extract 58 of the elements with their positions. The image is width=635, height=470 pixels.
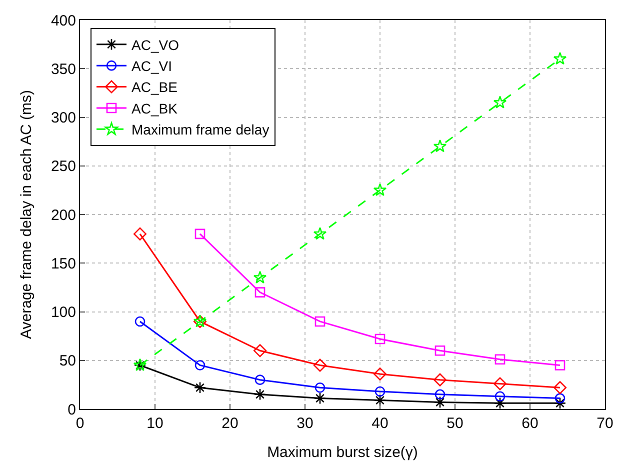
x-tick-label: 40 — [372, 415, 388, 432]
point — [194, 228, 206, 240]
x-axis-title: Maximum burst size(γ) — [267, 444, 418, 461]
point — [554, 393, 566, 404]
x-tick-label: 50 — [446, 415, 464, 432]
legend-label: Maximum frame delay — [132, 122, 270, 138]
y-tick-label: 150 — [50, 255, 76, 272]
point — [314, 316, 326, 327]
point — [374, 334, 386, 344]
legend-label: AC_BK — [132, 100, 178, 116]
point — [254, 388, 266, 400]
point — [434, 389, 446, 400]
x-tick-label: 70 — [596, 415, 614, 432]
y-axis-title: Average frame delay in each AC (ms) — [18, 90, 36, 340]
point — [314, 392, 326, 404]
point — [554, 360, 566, 370]
point — [373, 183, 387, 196]
point — [434, 346, 446, 356]
point — [553, 52, 567, 65]
y-tick-label: 50 — [59, 352, 76, 370]
point — [254, 374, 266, 385]
point — [494, 354, 506, 365]
x-tick-label: 60 — [522, 415, 538, 432]
point — [554, 381, 566, 394]
point — [194, 360, 206, 370]
y-tick-label: 350 — [50, 60, 76, 78]
point — [253, 270, 267, 284]
legend-label: AC_VO — [132, 36, 180, 53]
point — [494, 391, 506, 402]
point — [434, 373, 446, 386]
y-tick-label: 250 — [50, 158, 76, 176]
point — [554, 397, 566, 410]
point — [494, 397, 506, 410]
y-tick-label: 300 — [50, 110, 76, 126]
y-tick-label: 400 — [50, 12, 76, 30]
y-tick-label: 200 — [50, 206, 76, 224]
point — [434, 396, 446, 408]
point — [194, 382, 206, 394]
point — [494, 377, 506, 390]
point — [314, 358, 326, 372]
x-tick-label: 30 — [296, 415, 314, 432]
legend-label: AC_BE — [132, 79, 178, 96]
point — [433, 139, 447, 152]
point — [254, 287, 266, 298]
point — [313, 227, 327, 240]
point — [374, 367, 386, 380]
legend-label: AC_VI — [132, 58, 172, 74]
point — [374, 386, 386, 397]
point — [134, 227, 146, 240]
point — [374, 394, 386, 406]
x-tick-label: 10 — [146, 415, 164, 432]
point — [134, 316, 146, 327]
point — [314, 382, 326, 393]
point — [493, 96, 507, 108]
y-tick-label: 0 — [68, 401, 76, 418]
x-tick-label: 20 — [222, 415, 238, 432]
point — [254, 344, 266, 358]
y-tick-label: 100 — [50, 304, 76, 321]
